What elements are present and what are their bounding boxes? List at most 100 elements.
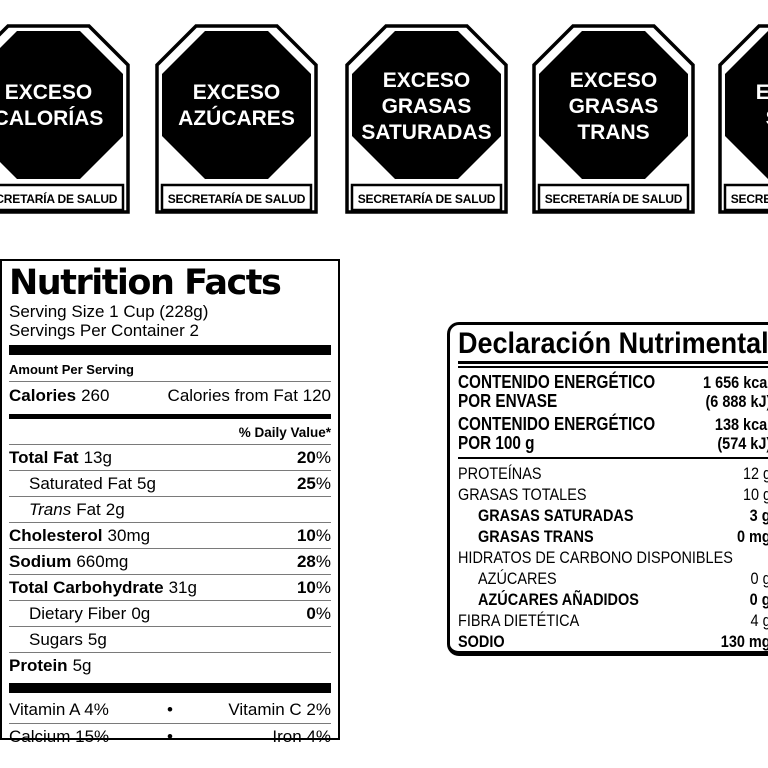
seal-text-line: SATURADAS <box>361 121 491 144</box>
vitamin-right: Vitamin C 2% <box>228 700 332 719</box>
nutrient-label: Protein <box>9 656 68 675</box>
seal-footer-box <box>723 183 768 212</box>
seal-graphic: EXCESO GRASAS TRANS SECRETARÍA DE SALUD <box>532 24 695 214</box>
nutrient-label: AZÚCARES <box>478 569 557 588</box>
calories-label: Calories <box>9 386 77 405</box>
nutrient-value: 12 g <box>742 464 768 483</box>
nutrient-amount: 30mg <box>107 526 151 545</box>
section-rule <box>458 457 768 459</box>
energy-label-line: POR ENVASE <box>458 391 558 411</box>
nutrient-row-sugars: Sugars 5g <box>9 627 331 653</box>
warning-seal-exceso-sodio: EXCESO SODIO SECRETARÍA DE SALUD <box>718 24 768 214</box>
nutrient-row-azucares-anadidos: AZÚCARES AÑADIDOS 0 g <box>458 589 768 610</box>
seal-footer-box <box>537 183 690 212</box>
daily-value: 10% <box>296 578 331 597</box>
vitamin-left: Calcium 15% <box>9 727 110 746</box>
serving-size-text: Serving Size 1 Cup (228g) <box>9 302 209 321</box>
seal-text-line: TRANS <box>577 121 649 144</box>
nutrient-value: 0 g <box>750 590 768 609</box>
seal-text-line: EXCESO <box>570 69 658 92</box>
seal-text-line: GRASAS <box>382 95 472 118</box>
nutrient-amount: 2g <box>105 500 125 519</box>
seal-text-line: AZÚCARES <box>178 106 295 130</box>
seal-footer-box <box>350 183 503 212</box>
seal-text-line: EXCESO <box>193 81 281 104</box>
seal-text-line: EXCESO <box>5 81 93 104</box>
nutrient-value: 4 g <box>750 611 768 630</box>
nutrient-row-hidratos: HIDRATOS DE CARBONO DISPONIBLES 0 g <box>458 547 768 568</box>
seal-footer-box <box>0 183 125 212</box>
energy-value-line: (6 888 kJ) <box>705 392 768 411</box>
nutrient-label: Total Carbohydrate <box>9 578 164 597</box>
nutrient-label: Fat <box>76 500 101 519</box>
thin-divider-bar <box>9 414 331 419</box>
nutrient-amount: 13g <box>83 448 112 467</box>
nutrient-row-total-carbohydrate: Total Carbohydrate 31g 10% <box>9 575 331 601</box>
seal-footer-text: SECRETARÍA DE SALUD <box>731 191 768 206</box>
declaracion-nutrimental-label: Declaración Nutrimental CONTENIDO ENERGÉ… <box>447 322 768 656</box>
nutrient-label: Total Fat <box>9 448 79 467</box>
vitamin-row: Calcium 15% • Iron 4% <box>9 724 331 750</box>
nutrient-row-proteinas: PROTEÍNAS 12 g <box>458 463 768 484</box>
calories-value: 260 <box>81 386 110 405</box>
nutrient-row-grasas-totales: GRASAS TOTALES 10 g <box>458 484 768 505</box>
nutrient-label: Saturated Fat <box>29 474 133 493</box>
energy-value-line: (574 kJ) <box>717 434 768 453</box>
nutrient-amount: 660mg <box>76 552 129 571</box>
seal-graphic: EXCESO AZÚCARES SECRETARÍA DE SALUD <box>155 24 318 214</box>
nutrient-label: PROTEÍNAS <box>458 464 542 483</box>
vitamin-row: Vitamin A 4% • Vitamin C 2% <box>9 697 331 724</box>
energy-label-line: POR 100 g <box>458 433 535 453</box>
seal-footer-text: SECRETARÍA DE SALUD <box>0 191 118 206</box>
warning-seal-exceso-calorias: EXCESO CALORÍAS SECRETARÍA DE SALUD <box>0 24 130 214</box>
nutrient-label: Sodium <box>9 552 72 571</box>
stop-octagon-icon <box>0 31 123 179</box>
nutrient-value: 3 g <box>750 506 768 525</box>
nutrient-value: 0 mg <box>737 527 768 546</box>
nutrient-amount: 5g <box>137 474 156 493</box>
seal-footer-text: SECRETARÍA DE SALUD <box>358 191 496 206</box>
nutrient-row-total-fat: Total Fat 13g 20% <box>9 445 331 471</box>
warning-seal-exceso-azucares: EXCESO AZÚCARES SECRETARÍA DE SALUD <box>155 24 318 214</box>
energy-value-line: 1 656 kcal <box>702 373 768 392</box>
stop-octagon-icon <box>725 31 768 179</box>
nutrient-label: SODIO <box>458 632 505 651</box>
nutrient-amount: 5g <box>87 630 107 649</box>
thick-divider-bar <box>9 683 331 693</box>
energy-row-per-package: CONTENIDO ENERGÉTICO POR ENVASE 1 656 kca… <box>458 373 768 412</box>
daily-value: 28% <box>296 552 331 571</box>
seal-footer-text: SECRETARÍA DE SALUD <box>545 191 683 206</box>
nutrient-amount: 31g <box>168 578 197 597</box>
nutrient-label: Dietary Fiber <box>29 604 127 623</box>
calories-label-group: Calories 260 <box>9 386 109 406</box>
warning-seal-exceso-grasas-saturadas: EXCESO GRASAS SATURADAS SECRETARÍA DE SA… <box>345 24 508 214</box>
thick-divider-bar <box>9 345 331 355</box>
seal-text-line: CALORÍAS <box>0 107 103 130</box>
servings-per-container-text: Servings Per Container 2 <box>9 321 199 340</box>
stop-octagon-icon <box>162 31 311 179</box>
energy-row-per-100g: CONTENIDO ENERGÉTICO POR 100 g 138 kcal (5… <box>458 414 768 454</box>
nutrient-row-azucares: AZÚCARES 0 g <box>458 568 768 589</box>
nutrition-facts-label: Nutrition Facts Serving Size 1 Cup (228g… <box>0 259 340 746</box>
nutrient-label: GRASAS SATURADAS <box>478 506 634 525</box>
warning-seal-exceso-grasas-trans: EXCESO GRASAS TRANS SECRETARÍA DE SALUD <box>532 24 695 214</box>
daily-value-header: % Daily Value* <box>9 419 331 445</box>
daily-value: 25% <box>296 474 331 493</box>
nutrient-value: 0 g <box>750 569 768 588</box>
nutrient-row-sodio: SODIO 130 mg <box>458 631 768 652</box>
nutrient-label: HIDRATOS DE CARBONO DISPONIBLES <box>458 548 733 567</box>
seal-text-line: SODIO <box>766 107 768 130</box>
nutrient-amount: 0g <box>131 604 151 623</box>
nutrient-value: 130 mg <box>721 632 768 651</box>
stop-octagon-icon <box>539 31 688 179</box>
nutrient-label: Sugars <box>29 630 83 649</box>
nutrient-row-fibra-dietetica: FIBRA DIETÉTICA 4 g <box>458 610 768 631</box>
stop-octagon-icon <box>352 31 501 179</box>
vitamin-right: Iron 4% <box>272 727 332 746</box>
nutrient-row-cholesterol: Cholesterol 30mg 10% <box>9 523 331 549</box>
calories-row: Calories 260 Calories from Fat 120 <box>9 382 331 410</box>
daily-value: 0% <box>306 604 331 623</box>
energy-label-line: CONTENIDO ENERGÉTICO <box>458 414 656 434</box>
seal-graphic: EXCESO CALORÍAS SECRETARÍA DE SALUD <box>0 24 130 214</box>
nutrient-row-grasas-saturadas: GRASAS SATURADAS 3 g <box>458 505 768 526</box>
